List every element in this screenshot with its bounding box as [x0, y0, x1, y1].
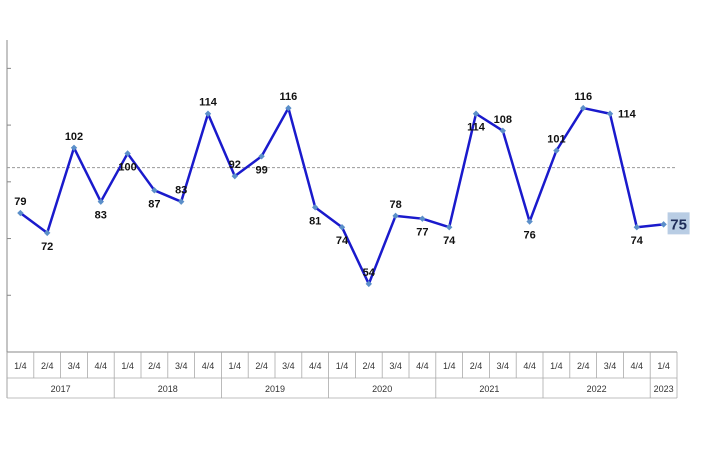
data-label: 92 [229, 159, 241, 171]
data-point [660, 221, 667, 228]
x-tick-label: 2/4 [470, 361, 483, 371]
data-label: 74 [443, 235, 456, 247]
data-point [472, 110, 480, 117]
year-label: 2017 [51, 384, 71, 394]
x-tick-label: 3/4 [604, 361, 617, 371]
data-point [606, 110, 614, 117]
data-label: 114 [467, 122, 486, 134]
data-label: 100 [118, 161, 136, 173]
data-label: 76 [523, 230, 535, 242]
data-label: 114 [199, 97, 218, 109]
data-point [97, 198, 104, 205]
x-tick-label: 3/4 [68, 361, 81, 371]
data-point [633, 224, 640, 231]
data-label: 101 [547, 134, 565, 146]
data-point [285, 104, 292, 112]
x-tick-label: 2/4 [41, 361, 54, 371]
x-tick-label: 2/4 [577, 361, 590, 371]
data-point [526, 218, 533, 225]
data-point [44, 229, 51, 237]
x-tick-label: 3/4 [389, 361, 402, 371]
x-tick-label: 3/4 [175, 361, 188, 371]
data-point [338, 224, 346, 231]
data-label: 72 [41, 241, 53, 253]
data-label: 78 [389, 199, 401, 211]
year-label: 2020 [372, 384, 392, 394]
x-tick-label: 1/4 [550, 361, 563, 371]
data-label: 74 [631, 235, 644, 247]
data-label: 108 [494, 114, 512, 126]
x-tick-label: 2/4 [363, 361, 376, 371]
x-tick-label: 4/4 [309, 361, 322, 371]
data-point [499, 127, 506, 134]
data-point [312, 204, 319, 211]
x-tick-label: 4/4 [631, 361, 644, 371]
year-label: 2022 [587, 384, 607, 394]
data-point [178, 198, 185, 205]
x-tick-label: 1/4 [336, 361, 349, 371]
year-label: 2023 [654, 384, 674, 394]
year-label: 2018 [158, 384, 178, 394]
data-point [124, 150, 131, 157]
data-label: 54 [363, 267, 376, 279]
data-label: 79 [14, 196, 26, 208]
x-tick-label: 3/4 [282, 361, 295, 371]
data-label: 83 [175, 185, 187, 197]
data-point [204, 110, 212, 117]
x-tick-label: 1/4 [657, 361, 670, 371]
year-label: 2019 [265, 384, 285, 394]
data-label: 102 [65, 131, 83, 143]
data-point [258, 153, 265, 160]
data-label: 116 [280, 91, 298, 103]
data-label: 81 [309, 215, 321, 227]
data-label: 77 [416, 227, 428, 239]
data-point [553, 147, 560, 154]
x-tick-label: 4/4 [202, 361, 215, 371]
x-tick-label: 1/4 [121, 361, 134, 371]
data-point [580, 104, 587, 112]
data-label: 114 [618, 109, 637, 121]
data-point [446, 224, 453, 231]
data-label: 83 [95, 210, 107, 222]
x-tick-label: 2/4 [148, 361, 161, 371]
series-line [19, 106, 664, 286]
data-label: 116 [574, 91, 592, 103]
x-tick-label: 4/4 [95, 361, 108, 371]
x-tick-label: 1/4 [14, 361, 27, 371]
data-label: 99 [255, 164, 267, 176]
data-point [231, 172, 238, 180]
x-tick-label: 3/4 [497, 361, 510, 371]
data-point [70, 144, 78, 151]
x-tick-label: 1/4 [229, 361, 242, 371]
data-label: 75 [670, 216, 687, 233]
x-tick-label: 2/4 [255, 361, 268, 371]
year-label: 2021 [479, 384, 499, 394]
data-point [151, 187, 158, 194]
data-label: 87 [148, 198, 160, 210]
data-point [419, 215, 426, 222]
x-tick-label: 4/4 [523, 361, 536, 371]
data-point [365, 280, 372, 288]
data-point [17, 209, 24, 217]
x-tick-label: 4/4 [416, 361, 429, 371]
data-label: 74 [336, 235, 349, 247]
highlight-label-box [667, 212, 690, 235]
data-point [392, 212, 399, 220]
x-tick-label: 1/4 [443, 361, 456, 371]
